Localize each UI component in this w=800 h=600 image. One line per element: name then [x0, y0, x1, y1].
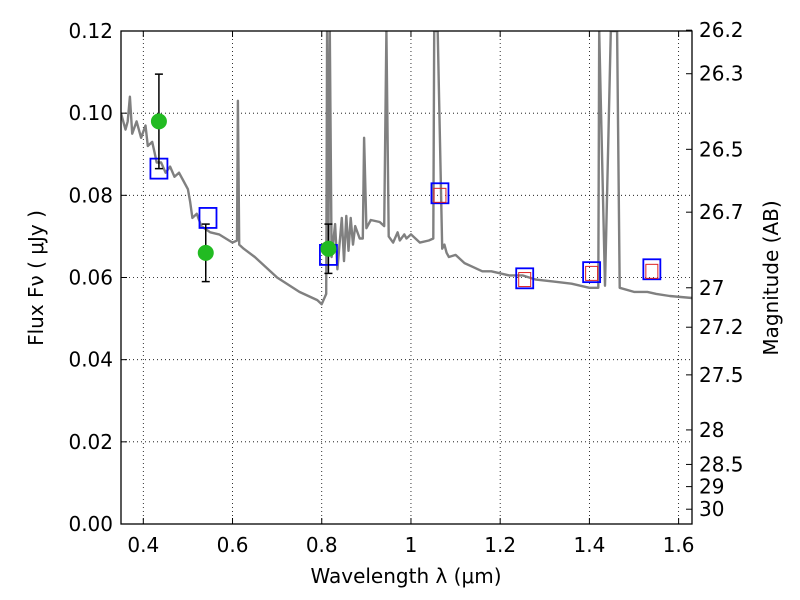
right-tick-label: 26.7 — [699, 200, 744, 224]
x-tick-label: 1.4 — [573, 533, 605, 557]
observed-photometry-point — [150, 113, 167, 130]
y-axis-label: Flux Fν ( μJy ) — [24, 210, 48, 346]
upper-limit-marker — [433, 187, 447, 203]
x-tick-label: 1.2 — [484, 533, 516, 557]
y-tick-label: 0.06 — [68, 266, 113, 290]
right-tick-label: 30 — [699, 497, 724, 521]
y-tick-label: 0.12 — [68, 19, 113, 43]
model-spectrum-line — [121, 31, 692, 306]
right-tick-label: 27.5 — [699, 363, 744, 387]
upper-limit-marker — [518, 272, 532, 288]
model-photometry-square — [582, 261, 602, 284]
y-tick-label: 0.08 — [68, 183, 113, 207]
right-tick-label: 26.3 — [699, 62, 744, 86]
y-axis-ticks: 0.00 0.02 0.04 0.06 0.08 0.10 0.12 — [68, 19, 127, 536]
x-tick-label: 0.4 — [127, 533, 159, 557]
marker-layer — [149, 73, 662, 290]
observed-photometry-point — [197, 244, 214, 261]
right-tick-label: 27.2 — [699, 315, 744, 339]
model-photometry-square — [198, 207, 218, 229]
x-tick-label: 0.6 — [217, 533, 249, 557]
x-axis-label: Wavelength λ (μm) — [310, 564, 501, 588]
model-photometry-square — [430, 182, 450, 205]
x-tick-label: 1 — [405, 533, 418, 557]
y-tick-label: 0.10 — [68, 101, 113, 125]
x-tick-label: 0.8 — [306, 533, 338, 557]
x-tick-label: 1.6 — [663, 533, 695, 557]
right-tick-label: 29 — [699, 475, 724, 499]
x-axis-ticks: 0.4 0.6 0.8 1 1.2 1.4 1.6 — [127, 31, 695, 557]
right-tick-label: 28.5 — [699, 452, 744, 476]
y-tick-label: 0.04 — [68, 348, 113, 372]
upper-limit-marker — [585, 265, 599, 281]
right-tick-label: 26.5 — [699, 137, 744, 161]
y-tick-label: 0.00 — [68, 512, 113, 536]
upper-limit-marker — [645, 263, 659, 279]
model-photometry-square — [642, 258, 662, 281]
spectrum-layer — [121, 31, 692, 306]
right-tick-label: 28 — [699, 418, 724, 442]
observed-photometry-point — [320, 240, 337, 257]
y-tick-label: 0.02 — [68, 430, 113, 454]
right-axis-label: Magnitude (AB) — [759, 200, 783, 355]
model-photometry-square — [515, 267, 535, 290]
right-tick-label: 26.2 — [699, 18, 744, 42]
right-tick-label: 27 — [699, 276, 724, 300]
